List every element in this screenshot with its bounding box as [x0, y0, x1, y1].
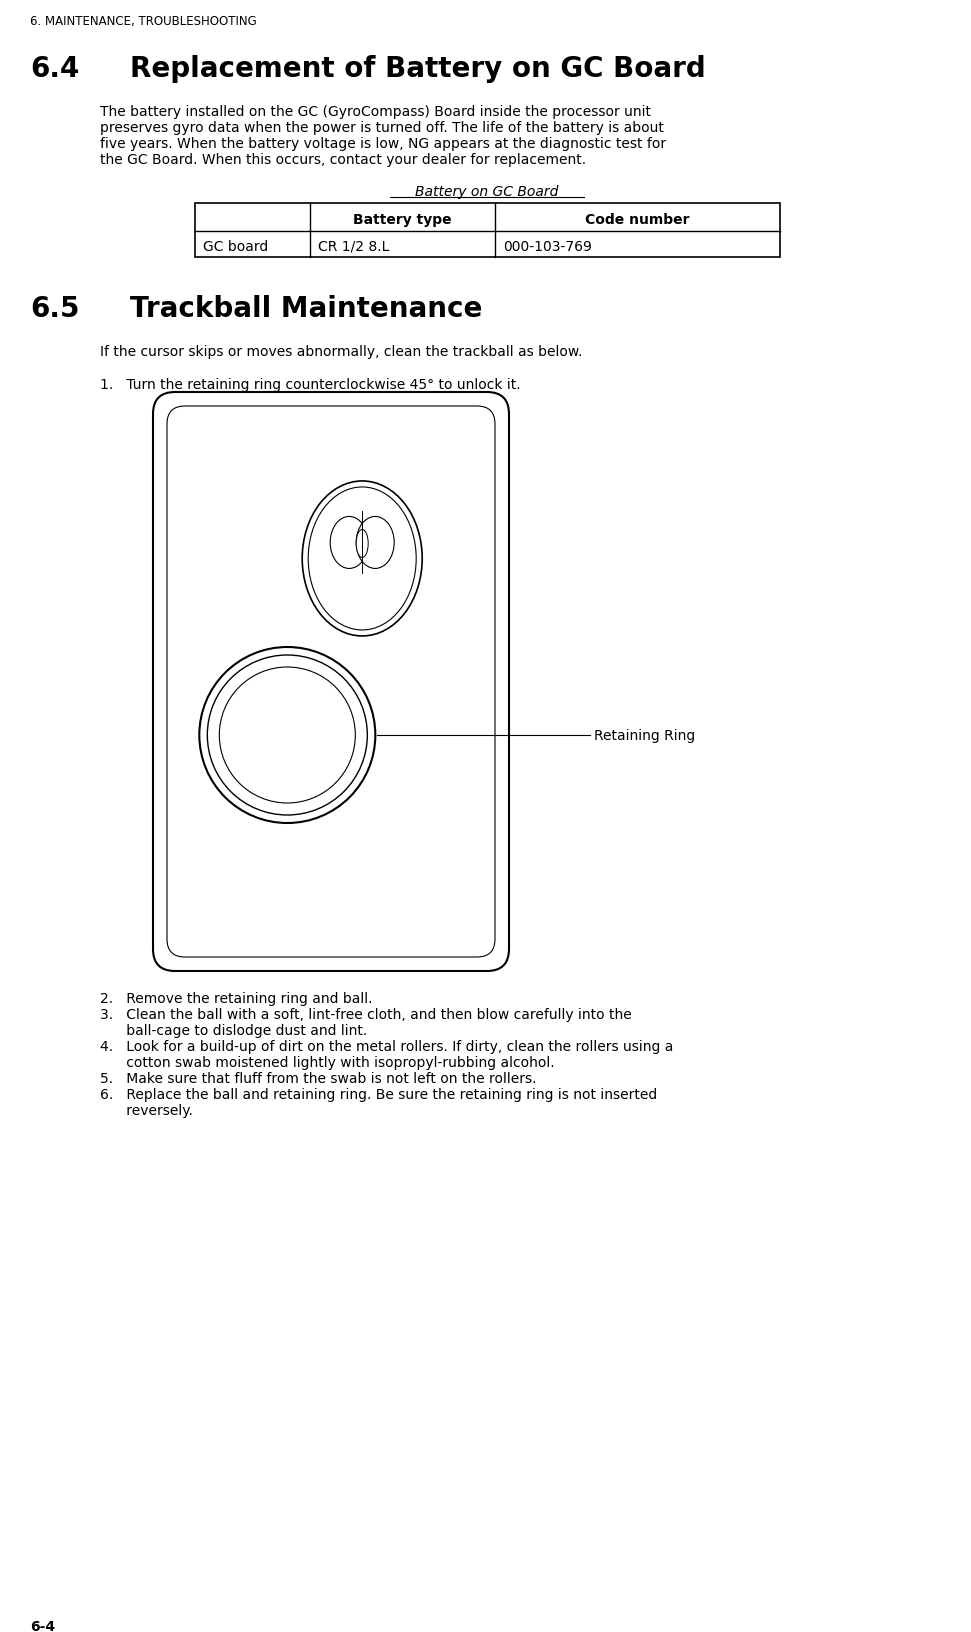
- Circle shape: [219, 667, 355, 803]
- FancyBboxPatch shape: [167, 406, 495, 958]
- Text: 6.5: 6.5: [30, 295, 80, 323]
- Text: 6.4: 6.4: [30, 55, 80, 83]
- Text: CR 1/2 8.L: CR 1/2 8.L: [318, 240, 389, 255]
- Text: Code number: Code number: [586, 212, 689, 227]
- Text: 6.   Replace the ball and retaining ring. Be sure the retaining ring is not inse: 6. Replace the ball and retaining ring. …: [100, 1087, 657, 1102]
- FancyBboxPatch shape: [153, 393, 509, 971]
- Text: 4.   Look for a build-up of dirt on the metal rollers. If dirty, clean the rolle: 4. Look for a build-up of dirt on the me…: [100, 1040, 673, 1053]
- Text: reversely.: reversely.: [100, 1103, 193, 1118]
- Bar: [195, 204, 780, 258]
- Ellipse shape: [330, 517, 368, 570]
- Text: 3.   Clean the ball with a soft, lint-free cloth, and then blow carefully into t: 3. Clean the ball with a soft, lint-free…: [100, 1007, 632, 1022]
- Text: the GC Board. When this occurs, contact your dealer for replacement.: the GC Board. When this occurs, contact …: [100, 153, 586, 166]
- Text: 000-103-769: 000-103-769: [503, 240, 592, 255]
- Ellipse shape: [308, 488, 417, 630]
- Ellipse shape: [356, 530, 368, 558]
- Ellipse shape: [302, 481, 422, 636]
- Text: Battery on GC Board: Battery on GC Board: [416, 184, 558, 199]
- Text: The battery installed on the GC (GyroCompass) Board inside the processor unit: The battery installed on the GC (GyroCom…: [100, 104, 651, 119]
- Text: Retaining Ring: Retaining Ring: [594, 728, 695, 743]
- Circle shape: [199, 648, 376, 824]
- Text: Battery type: Battery type: [353, 212, 452, 227]
- Text: Replacement of Battery on GC Board: Replacement of Battery on GC Board: [130, 55, 706, 83]
- Text: 1.   Turn the retaining ring counterclockwise 45° to unlock it.: 1. Turn the retaining ring counterclockw…: [100, 377, 520, 392]
- Circle shape: [208, 656, 367, 816]
- Text: If the cursor skips or moves abnormally, clean the trackball as below.: If the cursor skips or moves abnormally,…: [100, 344, 583, 359]
- Text: GC board: GC board: [203, 240, 268, 255]
- Text: preserves gyro data when the power is turned off. The life of the battery is abo: preserves gyro data when the power is tu…: [100, 121, 664, 135]
- Text: 6-4: 6-4: [30, 1619, 55, 1632]
- Text: five years. When the battery voltage is low, NG appears at the diagnostic test f: five years. When the battery voltage is …: [100, 137, 666, 150]
- Text: Trackball Maintenance: Trackball Maintenance: [130, 295, 483, 323]
- Text: 2.   Remove the retaining ring and ball.: 2. Remove the retaining ring and ball.: [100, 991, 373, 1005]
- Text: cotton swab moistened lightly with isopropyl-rubbing alcohol.: cotton swab moistened lightly with isopr…: [100, 1056, 554, 1069]
- Text: 5.   Make sure that fluff from the swab is not left on the rollers.: 5. Make sure that fluff from the swab is…: [100, 1071, 537, 1085]
- Ellipse shape: [356, 517, 394, 570]
- Text: ball-cage to dislodge dust and lint.: ball-cage to dislodge dust and lint.: [100, 1023, 367, 1038]
- Text: 6. MAINTENANCE, TROUBLESHOOTING: 6. MAINTENANCE, TROUBLESHOOTING: [30, 15, 256, 28]
